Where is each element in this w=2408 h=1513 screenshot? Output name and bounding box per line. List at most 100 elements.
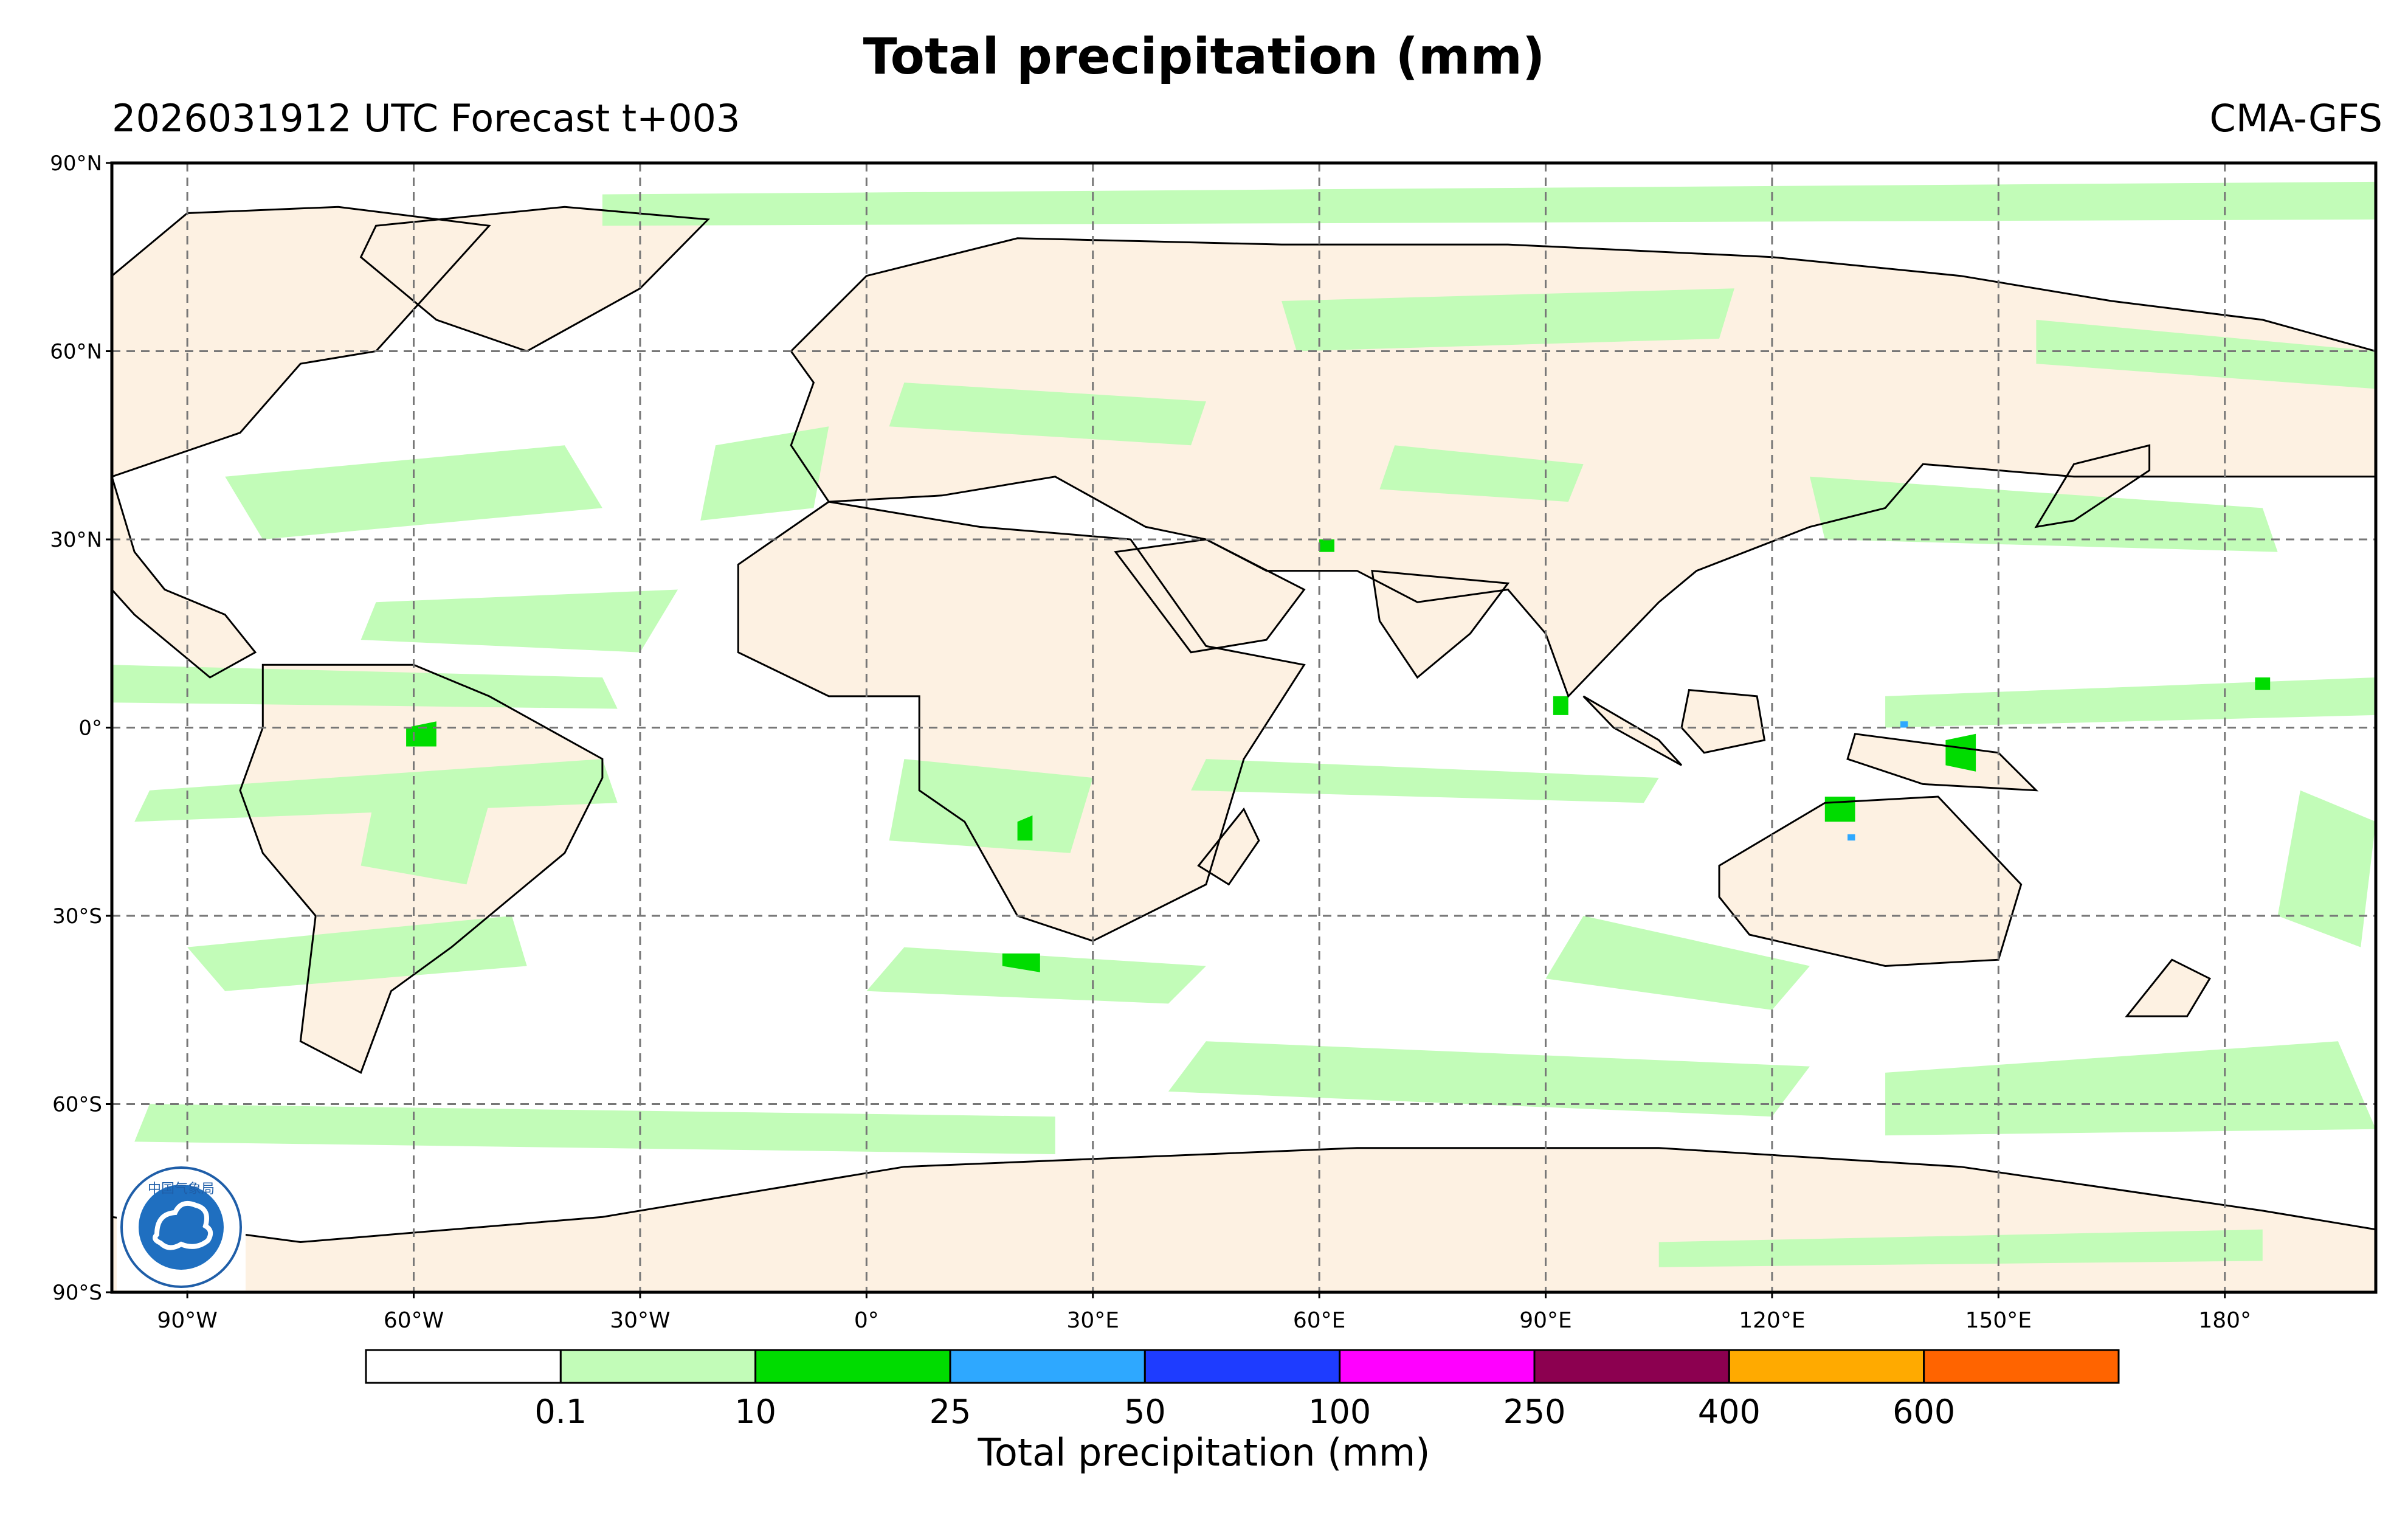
- forecast-time-label: 2026031912 UTC Forecast t+003: [112, 96, 740, 140]
- precip-area: [1945, 733, 1976, 772]
- colorbar-swatch: [949, 1349, 1146, 1384]
- colorbar-label: 50: [1124, 1393, 1166, 1431]
- lat-tick-label: 0°: [78, 716, 102, 741]
- land-borneo: [1682, 690, 1765, 753]
- chart-title: Total precipitation (mm): [863, 28, 1545, 86]
- precip-area: [2036, 319, 2376, 389]
- lon-tick-label: 90°W: [157, 1308, 217, 1333]
- coastline-madagascar: [1197, 807, 1260, 886]
- lat-tick-label: 90°S: [52, 1281, 102, 1305]
- coastline-borneo: [1680, 688, 1766, 754]
- precip-area: [889, 759, 1093, 853]
- land-arabia: [1116, 539, 1305, 653]
- lon-tick-label: 30°E: [1066, 1308, 1119, 1333]
- precip-area: [187, 916, 527, 991]
- colorbar-label: 0.1: [534, 1393, 587, 1431]
- precip-area: [361, 589, 678, 653]
- coastline-central-america: [112, 476, 257, 679]
- coastline-africa: [737, 500, 1306, 942]
- cma-logo: 中国气象局: [117, 1162, 246, 1290]
- colorbar-swatch: [365, 1349, 562, 1384]
- lat-tick-label: 30°S: [52, 904, 102, 929]
- land-central-america: [112, 476, 255, 677]
- colorbar-label: 400: [1698, 1393, 1761, 1431]
- lon-tick-label: 0°: [854, 1308, 879, 1333]
- colorbar-label: 250: [1503, 1393, 1565, 1431]
- precip-area: [361, 790, 489, 885]
- colorbar-swatch: [1923, 1349, 2120, 1384]
- lon-tick-label: 180°: [2198, 1308, 2251, 1333]
- colorbar-swatch: [559, 1349, 757, 1384]
- precip-area: [700, 426, 829, 521]
- precip-area: [1319, 539, 1334, 552]
- precip-area: [134, 759, 618, 822]
- land-australia: [1719, 797, 2021, 966]
- colorbar-label: 100: [1308, 1393, 1371, 1431]
- land-eurasia: [791, 238, 2376, 696]
- logo-text: 中国气象局: [148, 1182, 215, 1197]
- colorbar-swatch: [1533, 1349, 1730, 1384]
- colorbar-label: 10: [734, 1393, 776, 1431]
- lon-tick-label: 30°W: [610, 1308, 670, 1333]
- colorbar-label: 600: [1892, 1393, 1955, 1431]
- land-new-guinea: [1847, 733, 2037, 791]
- colorbar-label: 25: [930, 1393, 971, 1431]
- coastline-antarctica: [112, 1147, 2376, 1292]
- precip-area: [1900, 721, 1908, 728]
- precip-area: [2277, 790, 2376, 947]
- coastline-japan: [2034, 444, 2151, 528]
- colorbar: 0.1 10 25 50 100 250 400 600: [365, 1349, 2120, 1431]
- lat-tick-label: 30°N: [50, 528, 102, 552]
- precip-area: [1379, 445, 1584, 502]
- precip-area: [1824, 797, 1855, 822]
- precip-area: [1002, 953, 1040, 972]
- precip-area: [889, 383, 1206, 446]
- colorbar-swatch: [754, 1349, 951, 1384]
- precip-area: [866, 947, 1206, 1004]
- precip-area: [1545, 916, 1810, 1010]
- lon-tick-label: 150°E: [1965, 1308, 2032, 1333]
- lat-tick-label: 60°N: [50, 340, 102, 364]
- colorbar-swatch: [1144, 1349, 1341, 1384]
- precip-area: [1885, 677, 2376, 728]
- lon-tick-label: 60°E: [1293, 1308, 1346, 1333]
- precip-area: [1847, 834, 1855, 841]
- colorbar-swatch: [1339, 1349, 1536, 1384]
- gridlines: [112, 163, 2376, 1292]
- coastline-south-america: [239, 663, 604, 1075]
- precip-area: [1658, 1229, 2263, 1267]
- precip-area: [1282, 288, 1734, 351]
- colorbar-title: Total precipitation (mm): [978, 1430, 1430, 1475]
- coastline-arabia: [1114, 538, 1306, 654]
- lon-tick-label: 60°W: [384, 1308, 444, 1333]
- precip-area: [602, 181, 2376, 226]
- land-sumatra: [1583, 696, 1682, 766]
- axis-ticks: 90°N 60°N 30°N 0° 30°S 60°S 90°S 90°W 60°W 30°W 0°…: [50, 151, 2251, 1333]
- land-greenland: [361, 207, 708, 351]
- coastline-new-guinea: [1846, 733, 2039, 792]
- land-layer: [112, 207, 2376, 1292]
- land-madagascar: [1198, 809, 1259, 885]
- lon-tick-label: 90°E: [1519, 1308, 1572, 1333]
- precip-area: [2255, 677, 2271, 690]
- lon-tick-label: 120°E: [1739, 1308, 1805, 1333]
- coastline-new-zealand: [2125, 958, 2212, 1017]
- land-india: [1372, 570, 1508, 677]
- lat-tick-label: 60°S: [52, 1093, 102, 1117]
- coastline-australia: [1718, 795, 2023, 968]
- precip-area: [134, 1104, 1055, 1154]
- precip-area: [1168, 1041, 1810, 1117]
- coastline-greenland: [359, 206, 711, 353]
- coastline-india: [1371, 569, 1510, 679]
- precip-area: [1885, 1041, 2376, 1136]
- precipitation-layer: [112, 181, 2376, 1267]
- coastline-sumatra: [1582, 695, 1683, 766]
- lat-tick-label: 90°N: [50, 151, 102, 176]
- colorbar-swatch: [1728, 1349, 1925, 1384]
- precip-area: [1017, 815, 1033, 841]
- model-name-label: CMA-GFS: [2209, 96, 2382, 140]
- land-new-zealand: [2127, 960, 2210, 1017]
- precip-area: [1191, 759, 1659, 803]
- precip-area: [1553, 696, 1568, 715]
